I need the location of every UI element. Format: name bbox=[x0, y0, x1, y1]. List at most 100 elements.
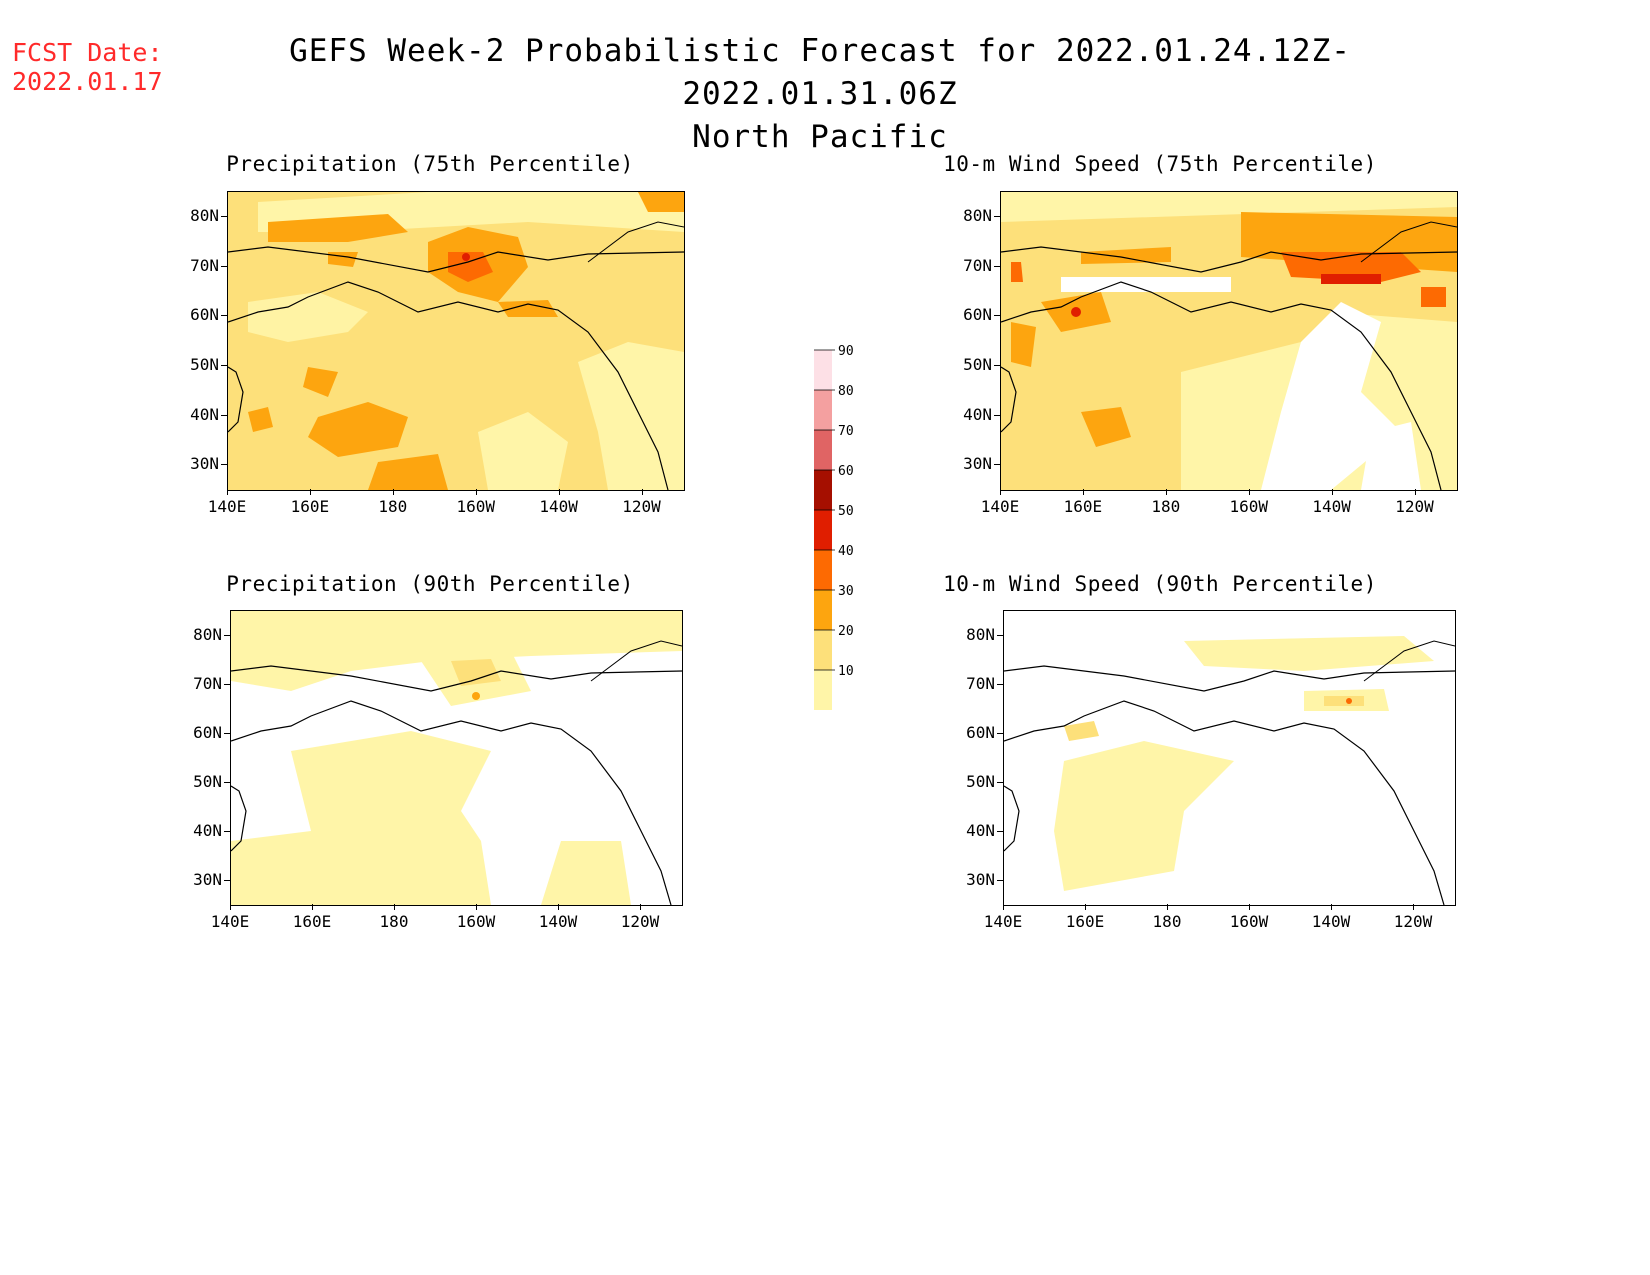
lon-tick-label: 160E bbox=[292, 912, 332, 931]
lat-tick-label: 40N bbox=[966, 820, 995, 840]
lon-tick-label: 140E bbox=[210, 912, 250, 931]
lat-tick-mark bbox=[994, 215, 1000, 217]
colorbar-segment bbox=[814, 470, 832, 510]
main-title: GEFS Week-2 Probabilistic Forecast for 2… bbox=[170, 30, 1470, 159]
lat-tick-mark bbox=[997, 634, 1003, 636]
colorbar-label: 60 bbox=[838, 464, 854, 479]
lat-tick-label: 30N bbox=[193, 869, 222, 889]
colorbar-svg: 10 20 30 40 50 60 70 80 90 bbox=[814, 344, 854, 710]
lat-tick-mark bbox=[224, 781, 230, 783]
panel-title-wind-90: 10-m Wind Speed (90th Percentile) bbox=[943, 572, 1377, 596]
colorbar-segment bbox=[814, 670, 832, 710]
lat-tick-label: 40N bbox=[963, 404, 992, 424]
lat-tick-label: 60N bbox=[966, 722, 995, 742]
lon-tick-mark bbox=[476, 904, 477, 910]
precip-75-field bbox=[228, 192, 684, 490]
lon-tick-mark bbox=[1413, 904, 1414, 910]
lat-tick-label: 50N bbox=[963, 354, 992, 374]
colorbar: 10 20 30 40 50 60 70 80 90 bbox=[800, 330, 860, 754]
lon-tick-mark bbox=[1414, 489, 1416, 495]
lat-tick-mark bbox=[221, 464, 227, 466]
lon-tick-mark bbox=[309, 489, 311, 495]
lat-tick-mark bbox=[997, 683, 1003, 685]
lat-tick-label: 30N bbox=[963, 454, 992, 474]
lat-tick-mark bbox=[224, 732, 230, 734]
lon-tick-mark bbox=[1331, 904, 1332, 910]
lat-tick-label: 80N bbox=[963, 205, 992, 225]
lat-tick-mark bbox=[221, 315, 227, 317]
lon-tick-label: 160W bbox=[456, 912, 496, 931]
lat-tick-label: 40N bbox=[190, 404, 219, 424]
colorbar-segment bbox=[814, 390, 832, 430]
lon-tick-label: 180 bbox=[379, 912, 409, 931]
colorbar-label: 30 bbox=[838, 584, 854, 599]
lon-tick-label: 160W bbox=[1229, 912, 1269, 931]
colorbar-segment bbox=[814, 550, 832, 590]
lon-tick-mark bbox=[1248, 489, 1250, 495]
panel-title-wind-75: 10-m Wind Speed (75th Percentile) bbox=[943, 152, 1377, 176]
main-title-region: North Pacific bbox=[692, 119, 948, 155]
colorbar-segment bbox=[814, 630, 832, 670]
lat-tick-mark bbox=[221, 414, 227, 416]
wind-90-field bbox=[1004, 611, 1455, 905]
lon-tick-label: 120W bbox=[1393, 912, 1433, 931]
lat-tick-mark bbox=[224, 830, 230, 832]
lon-tick-mark bbox=[641, 489, 643, 495]
lon-tick-label: 140W bbox=[1311, 912, 1351, 931]
lon-tick-mark bbox=[640, 904, 641, 910]
colorbar-label: 70 bbox=[838, 424, 854, 439]
lon-tick-mark bbox=[475, 489, 477, 495]
lon-tick-label: 120W bbox=[622, 497, 661, 516]
lat-tick-label: 60N bbox=[190, 305, 219, 325]
lat-tick-label: 30N bbox=[190, 454, 219, 474]
panel-title-precip-75: Precipitation (75th Percentile) bbox=[226, 152, 634, 176]
lon-tick-mark bbox=[230, 904, 231, 910]
colorbar-label: 20 bbox=[838, 624, 854, 639]
lat-tick-mark bbox=[994, 265, 1000, 267]
lon-tick-label: 140E bbox=[980, 497, 1020, 516]
lon-tick-label: 140W bbox=[539, 497, 578, 516]
lat-tick-mark bbox=[221, 215, 227, 217]
lat-tick-mark bbox=[224, 634, 230, 636]
map-precip-90 bbox=[230, 610, 683, 906]
lat-tick-mark bbox=[997, 781, 1003, 783]
lat-tick-mark bbox=[224, 683, 230, 685]
lon-tick-label: 120W bbox=[620, 912, 660, 931]
main-title-line1: GEFS Week-2 Probabilistic Forecast for 2… bbox=[289, 33, 1351, 112]
colorbar-label: 40 bbox=[838, 544, 854, 559]
colorbar-label: 80 bbox=[838, 384, 854, 399]
lon-tick-label: 160W bbox=[456, 497, 495, 516]
lat-tick-label: 80N bbox=[193, 624, 222, 644]
colorbar-segment bbox=[814, 590, 832, 630]
lon-tick-mark bbox=[392, 489, 394, 495]
lat-tick-label: 40N bbox=[193, 820, 222, 840]
forecast-date-label: FCST Date: bbox=[12, 38, 163, 67]
precip-90-field bbox=[231, 611, 682, 905]
colorbar-segment bbox=[814, 510, 832, 550]
lon-tick-label: 140E bbox=[207, 497, 247, 516]
lat-tick-label: 80N bbox=[966, 624, 995, 644]
lon-tick-label: 180 bbox=[1152, 912, 1182, 931]
lon-tick-label: 160E bbox=[1063, 497, 1103, 516]
lon-tick-mark bbox=[1003, 904, 1004, 910]
lat-tick-mark bbox=[221, 265, 227, 267]
lon-tick-mark bbox=[1000, 489, 1001, 495]
lat-tick-label: 60N bbox=[193, 722, 222, 742]
lat-tick-mark bbox=[997, 732, 1003, 734]
panel-title-precip-90: Precipitation (90th Percentile) bbox=[226, 572, 634, 596]
lon-tick-label: 140W bbox=[1312, 497, 1351, 516]
lon-tick-label: 160W bbox=[1229, 497, 1268, 516]
lon-tick-mark bbox=[1165, 489, 1167, 495]
lon-tick-mark bbox=[1085, 904, 1086, 910]
lon-tick-mark bbox=[1249, 904, 1250, 910]
map-wind-90 bbox=[1003, 610, 1456, 906]
lon-tick-mark bbox=[312, 904, 313, 910]
lat-tick-label: 50N bbox=[966, 771, 995, 791]
lon-tick-mark bbox=[1082, 489, 1084, 495]
lat-tick-label: 50N bbox=[193, 771, 222, 791]
colorbar-label: 10 bbox=[838, 664, 854, 679]
lon-tick-mark bbox=[227, 489, 228, 495]
forecast-date: FCST Date: 2022.01.17 bbox=[12, 38, 163, 96]
lon-tick-label: 160E bbox=[1065, 912, 1105, 931]
lat-tick-label: 30N bbox=[966, 869, 995, 889]
